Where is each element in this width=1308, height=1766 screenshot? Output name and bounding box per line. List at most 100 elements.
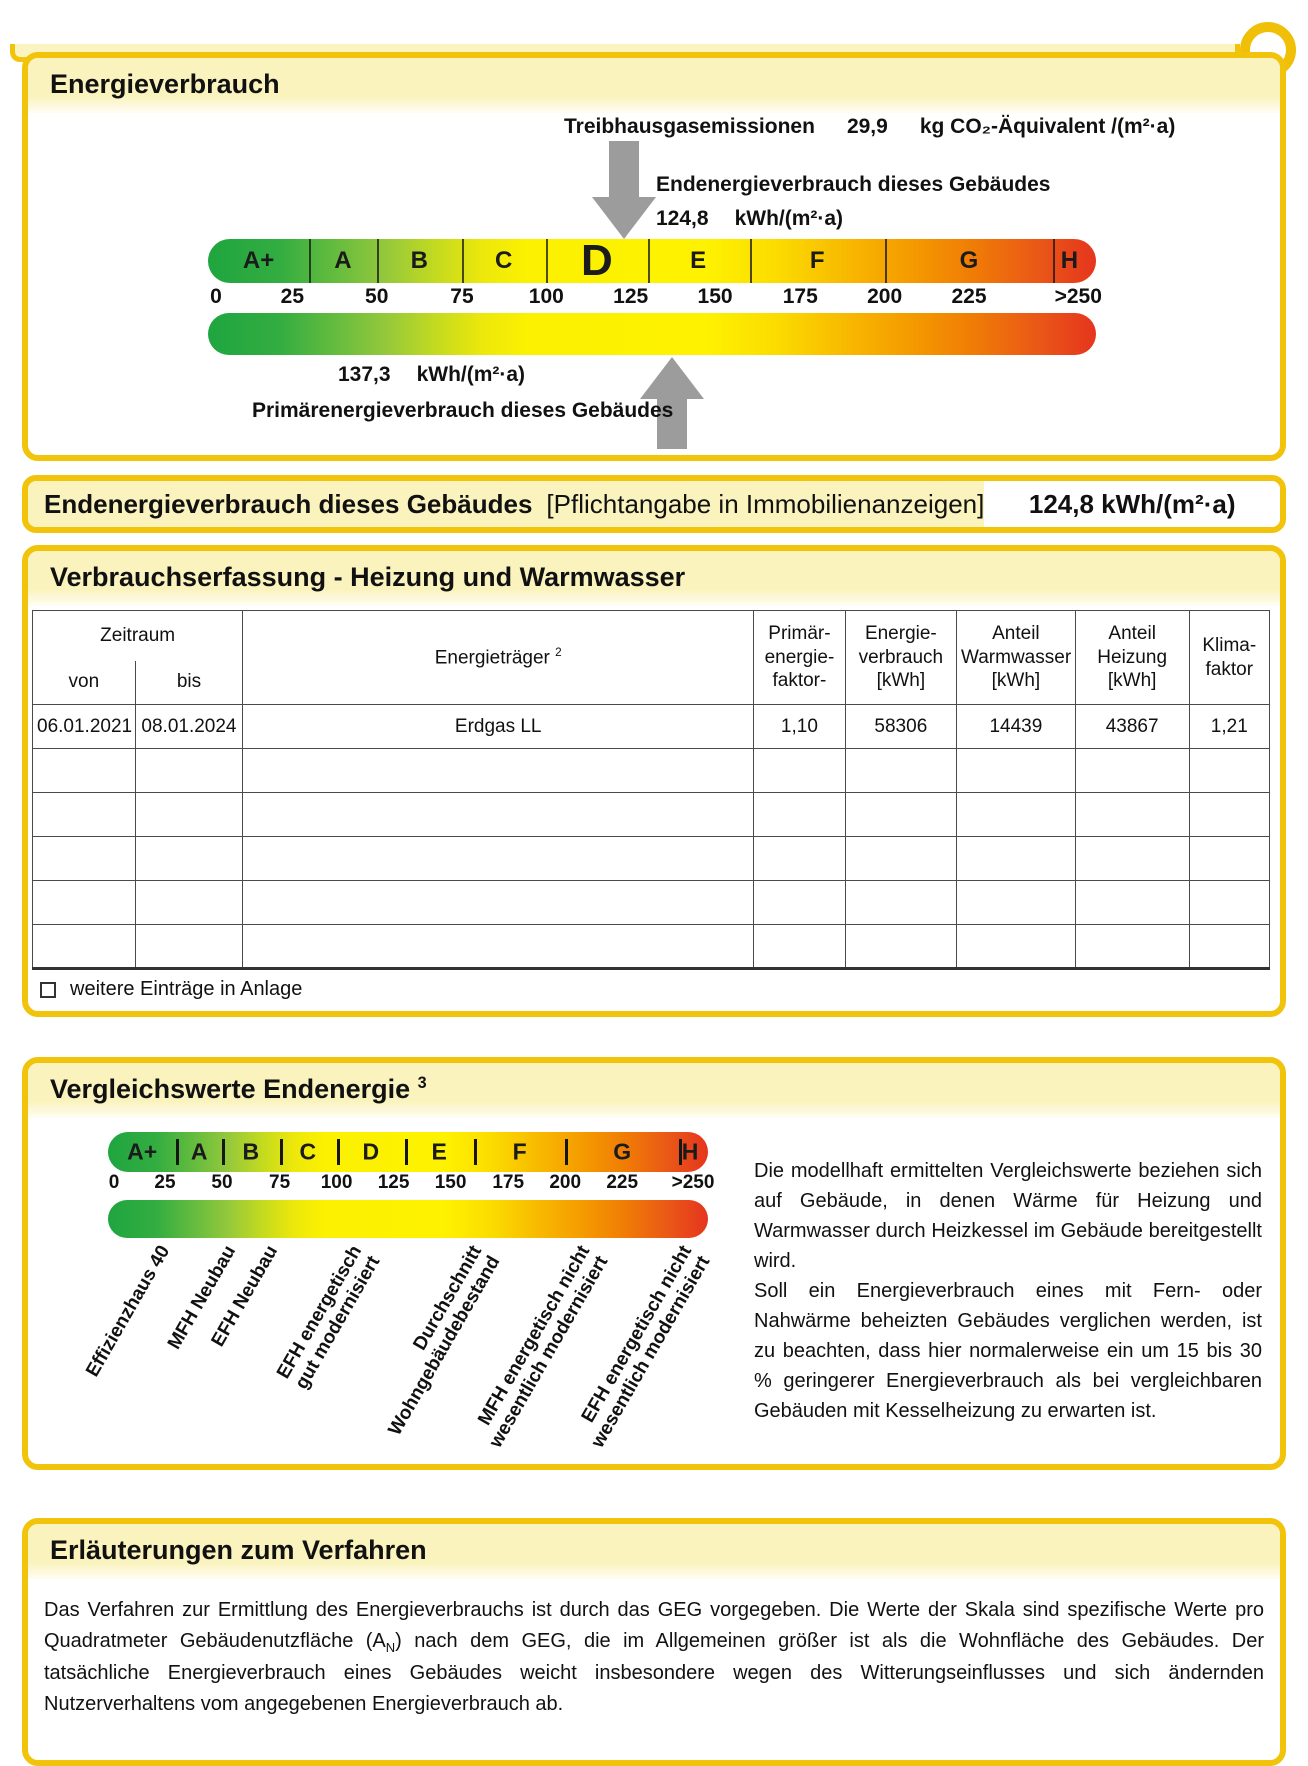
class-letter-h: H — [1060, 247, 1079, 274]
mini-class-letter-aplus: A+ — [127, 1138, 158, 1165]
cell-warmwasser: 14439 — [956, 704, 1076, 749]
class-letter-aplus: A+ — [242, 247, 275, 274]
tick-200: 200 — [867, 285, 903, 308]
comparison-tick-row: 0 25 50 75 100 125 150 175 200 225 >250 — [108, 1172, 715, 1193]
class-letter-f: F — [809, 247, 825, 274]
col-header-anteil-heizung: Anteil Heizung [kWh] — [1074, 610, 1190, 705]
comparison-paragraph-1: Die modellhaft ermittelten Vergleichswer… — [754, 1160, 1262, 1272]
endenergie-marker-value: 124,8 kWh/(m²·a) — [656, 207, 843, 231]
energy-class-band: A+ A B C D E F G H — [208, 236, 1096, 285]
endenergie-marker-label: Endenergieverbrauch dieses Gebäudes — [656, 173, 1051, 196]
cell-klimafaktor: 1,21 — [1188, 704, 1271, 749]
table-row: 06.01.2021 08.01.2024 Erdgas LL 1,10 583… — [32, 704, 1271, 749]
ref-label-efh-gut-modernisiert: EFH energetisch gut modernisiert — [273, 1242, 385, 1393]
section-title-erlaeuterungen: Erläuterungen zum Verfahren — [28, 1524, 1280, 1579]
col-header-bis: bis — [134, 660, 244, 705]
mini-class-letter-a: A — [190, 1138, 208, 1165]
tick-225: 225 — [951, 285, 987, 308]
comparison-class-band: A+ A B C D E F G H — [108, 1132, 708, 1172]
cell-heizung: 43867 — [1074, 704, 1190, 749]
col-header-von: von — [32, 660, 136, 705]
table-row-empty — [32, 880, 1271, 925]
weitere-eintraege-checkbox[interactable] — [40, 981, 56, 998]
table-row-empty — [32, 924, 1271, 970]
col-header-anteil-warmwasser: Anteil Warmwasser [kWh] — [956, 610, 1076, 705]
banner-bracket-note: [Pflichtangabe in Immobilienanzeigen] — [546, 488, 985, 519]
col-header-klimafaktor: Klima- faktor — [1188, 610, 1271, 705]
section-title-verbrauchserfassung: Verbrauchserfassung - Heizung und Warmwa… — [28, 551, 1280, 606]
tick-25: 25 — [280, 285, 305, 308]
down-arrow-icon — [591, 141, 656, 239]
cell-energietraeger: Erdgas LL — [242, 704, 755, 749]
tick-50: 50 — [365, 285, 389, 308]
comparison-gradient-band — [108, 1200, 708, 1238]
primary-energy-band — [208, 313, 1096, 355]
tick-125: 125 — [613, 285, 649, 308]
section-title-energieverbrauch: Energieverbrauch — [28, 58, 1280, 113]
class-letter-g: G — [959, 247, 979, 274]
primaerenergie-marker-label: Primärenergieverbrauch dieses Gebäudes — [252, 399, 674, 422]
scale-tick-row: 0 25 50 75 100 125 150 175 200 225 >250 — [208, 285, 1102, 311]
mini-class-letter-d: D — [362, 1138, 380, 1165]
section-vergleichswerte: Vergleichswerte Endenergie 3 A+ A B C — [22, 1057, 1286, 1470]
tick-250plus: >250 — [1054, 285, 1102, 308]
endenergie-unit: kWh/(m²·a) — [734, 207, 844, 230]
ghg-label: Treibhausgasemissionen — [564, 115, 815, 138]
mini-class-letter-b: B — [242, 1138, 260, 1165]
cell-bis: 08.01.2024 — [134, 704, 244, 749]
section-erlaeuterungen: Erläuterungen zum Verfahren Das Verfahre… — [22, 1518, 1286, 1766]
cell-von: 06.01.2021 — [32, 704, 136, 749]
class-letter-c: C — [495, 247, 513, 274]
energy-certificate-page: Energieverbrauch Treibhausgasemissionen … — [0, 22, 1308, 1766]
section-verbrauchserfassung: Verbrauchserfassung - Heizung und Warmwa… — [22, 545, 1286, 1017]
treibhausgas-row: Treibhausgasemissionen 29,9 kg CO₂-Äquiv… — [564, 115, 1175, 139]
primaerenergie-marker-value: 137,3 kWh/(m²·a) — [338, 363, 525, 387]
primaerenergie-unit: kWh/(m²·a) — [416, 363, 526, 386]
ghg-unit: kg CO₂-Äquivalent /(m²·a) — [919, 115, 1176, 138]
col-header-energieverbrauch: Energie- verbrauch [kWh] — [844, 610, 958, 705]
col-header-zeitraum: Zeitraum — [31, 610, 244, 661]
class-letter-e: E — [690, 247, 707, 274]
primaerenergie-value: 137,3 — [338, 363, 391, 386]
mini-class-letter-g: G — [613, 1138, 632, 1165]
tick-100: 100 — [528, 285, 564, 308]
class-letter-d-current: D — [581, 236, 613, 285]
comparison-reference-labels: Effizienzhaus 40 MFH Neubau EFH Neubau E… — [82, 1238, 715, 1452]
tick-75: 75 — [450, 285, 474, 308]
verfahren-explanation-text: Das Verfahren zur Ermittlung des Energie… — [44, 1599, 1264, 1716]
mini-class-letter-f: F — [512, 1138, 527, 1165]
endenergie-value: 124,8 — [656, 207, 709, 230]
banner-value-box: 124,8 kWh/(m²·a) — [984, 481, 1280, 527]
mini-class-letter-c: C — [299, 1138, 317, 1165]
col-header-energietraeger: Energieträger 2 — [242, 610, 755, 705]
col-header-primaerenergiefaktor: Primär- energie- faktor- — [753, 610, 846, 705]
comparison-explanation-text: Die modellhaft ermittelten Vergleichswer… — [754, 1132, 1262, 1446]
up-arrow-icon — [640, 357, 705, 449]
subscript-n: N — [385, 1640, 396, 1655]
section-title-vergleichswerte: Vergleichswerte Endenergie 3 — [28, 1063, 1280, 1118]
mini-class-letter-h: H — [681, 1138, 699, 1165]
energy-scale-area: Treibhausgasemissionen 29,9 kg CO₂-Äquiv… — [28, 113, 1280, 455]
weitere-eintraege-label: weitere Einträge in Anlage — [70, 978, 303, 1000]
table-row-empty — [32, 792, 1271, 837]
consumption-table: Zeitraum Energieträger 2 Primär- energie… — [31, 610, 1271, 970]
footnote-3-marker: 3 — [417, 1074, 427, 1092]
table-row-empty — [32, 748, 1271, 793]
section-endenergie-banner: Endenergieverbrauch dieses Gebäudes [Pfl… — [22, 475, 1286, 533]
comparison-paragraph-2: Soll ein Energieverbrauch eines mit Fern… — [754, 1280, 1262, 1422]
comparison-scale: A+ A B C D E F G H 0 25 50 75 100 125 — [82, 1132, 715, 1452]
table-row-empty — [32, 836, 1271, 881]
banner-title: Endenergieverbrauch dieses Gebäudes — [44, 488, 533, 519]
tick-175: 175 — [782, 285, 818, 308]
ghg-value: 29,9 — [846, 115, 888, 138]
tick-150: 150 — [697, 285, 733, 308]
mini-class-letter-e: E — [431, 1138, 447, 1165]
weitere-eintraege-row: weitere Einträge in Anlage — [28, 970, 1280, 1011]
cell-verbrauch: 58306 — [844, 704, 958, 749]
footnote-2-marker: 2 — [555, 645, 562, 659]
ref-label-effizienzhaus-40: Effizienzhaus 40 — [82, 1242, 175, 1381]
cell-pef: 1,10 — [753, 704, 846, 749]
class-letter-b: B — [410, 247, 429, 274]
tick-0: 0 — [210, 285, 222, 308]
class-letter-a: A — [334, 247, 352, 274]
